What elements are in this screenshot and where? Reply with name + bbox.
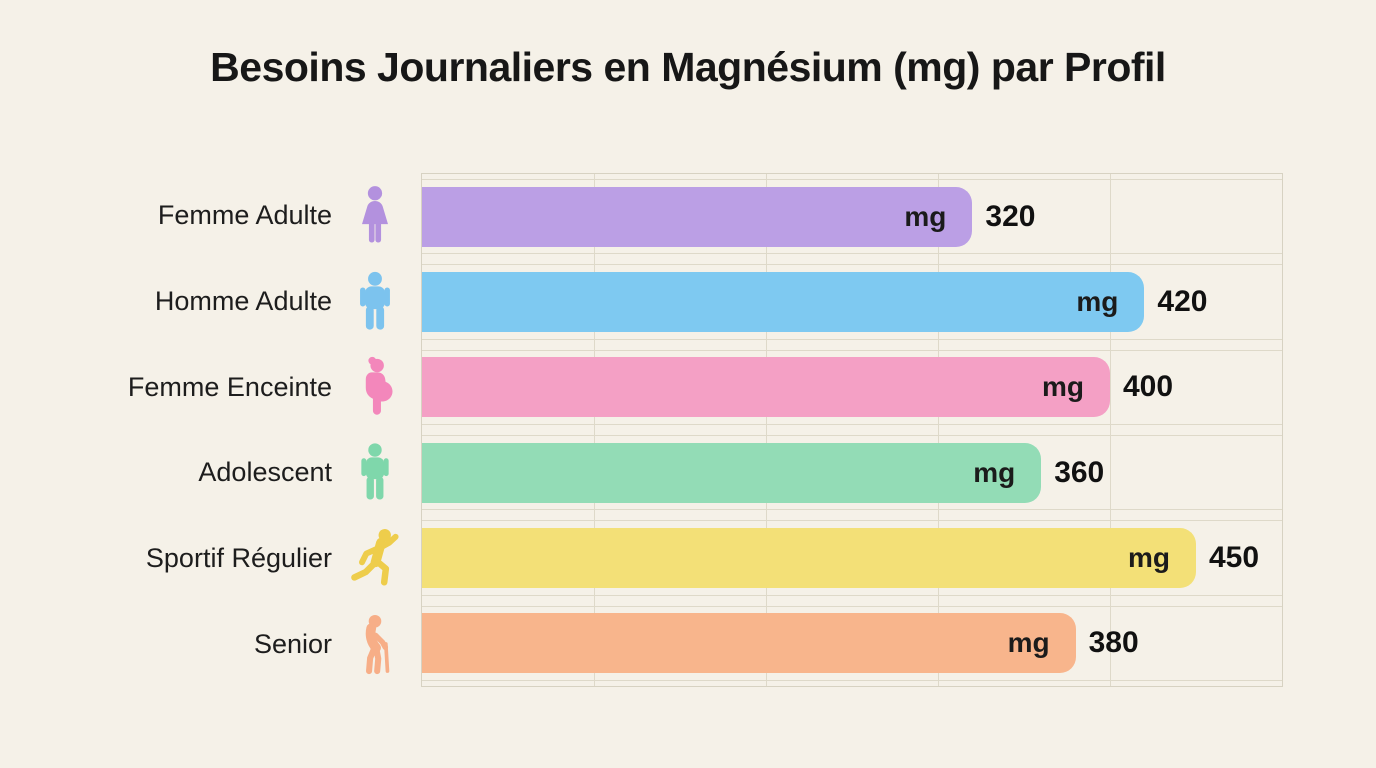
bar-row: mg 320 xyxy=(422,174,1282,259)
category-row-adolescent: Adolescent xyxy=(0,430,421,516)
category-row-sportif-regulier: Sportif Régulier xyxy=(0,516,421,602)
bar-unit-label: mg xyxy=(1042,371,1084,403)
bar-unit-label: mg xyxy=(1076,285,1119,317)
senior-with-cane-icon xyxy=(349,609,401,679)
bar-row: mg 360 xyxy=(422,430,1282,515)
chart-title: Besoins Journaliers en Magnésium (mg) pa… xyxy=(210,44,1166,90)
man-icon xyxy=(349,267,401,337)
runner-icon xyxy=(349,524,401,594)
teenager-icon xyxy=(349,438,401,508)
bar-value-label: 380 xyxy=(1088,626,1139,660)
category-label: Sportif Régulier xyxy=(145,543,332,574)
category-label: Adolescent xyxy=(198,457,332,488)
bar-value-label: 450 xyxy=(1209,540,1260,574)
category-labels-column: Femme Adulte Homme Adulte Femme Enceinte… xyxy=(0,173,421,687)
bar-value-label: 320 xyxy=(985,199,1036,233)
category-label: Femme Enceinte xyxy=(127,371,332,402)
gridline-100 xyxy=(594,174,595,686)
bar-femme-enceinte: mg xyxy=(422,357,1110,418)
bar-unit-label: mg xyxy=(1007,627,1050,659)
bar-unit-label: mg xyxy=(973,456,1016,488)
pregnant-woman-icon xyxy=(349,352,401,422)
category-row-femme-enceinte: Femme Enceinte xyxy=(0,344,421,430)
bar-unit-label: mg xyxy=(904,200,947,232)
gridline-300 xyxy=(938,174,939,686)
category-row-femme-adulte: Femme Adulte xyxy=(0,173,421,259)
bar-senior: mg xyxy=(422,613,1076,674)
bar-row: mg 380 xyxy=(422,601,1282,686)
category-label: Femme Adulte xyxy=(157,200,332,231)
bar-row: mg 400 xyxy=(422,345,1282,430)
bar-sportif-regulier: mg xyxy=(422,527,1196,588)
bar-value-label: 420 xyxy=(1157,284,1208,318)
bar-adolescent: mg xyxy=(422,442,1042,503)
category-row-senior: Senior xyxy=(0,601,421,687)
bar-row: mg 450 xyxy=(422,515,1282,600)
category-row-homme-adulte: Homme Adulte xyxy=(0,259,421,345)
bar-femme-adulte: mg xyxy=(422,186,973,247)
bar-homme-adulte: mg xyxy=(422,271,1145,332)
gridline-200 xyxy=(766,174,767,686)
bar-row: mg 420 xyxy=(422,259,1282,344)
bar-unit-label: mg xyxy=(1128,541,1170,573)
bar-value-label: 400 xyxy=(1123,370,1174,404)
gridline-400 xyxy=(1110,174,1111,686)
woman-icon xyxy=(349,181,401,251)
category-label: Homme Adulte xyxy=(154,286,332,316)
plot-area: mg 320 mg 420 mg 400 mg 360 mg 450 mg 38… xyxy=(421,173,1283,687)
category-label: Senior xyxy=(253,628,332,659)
bar-value-label: 360 xyxy=(1054,455,1105,489)
